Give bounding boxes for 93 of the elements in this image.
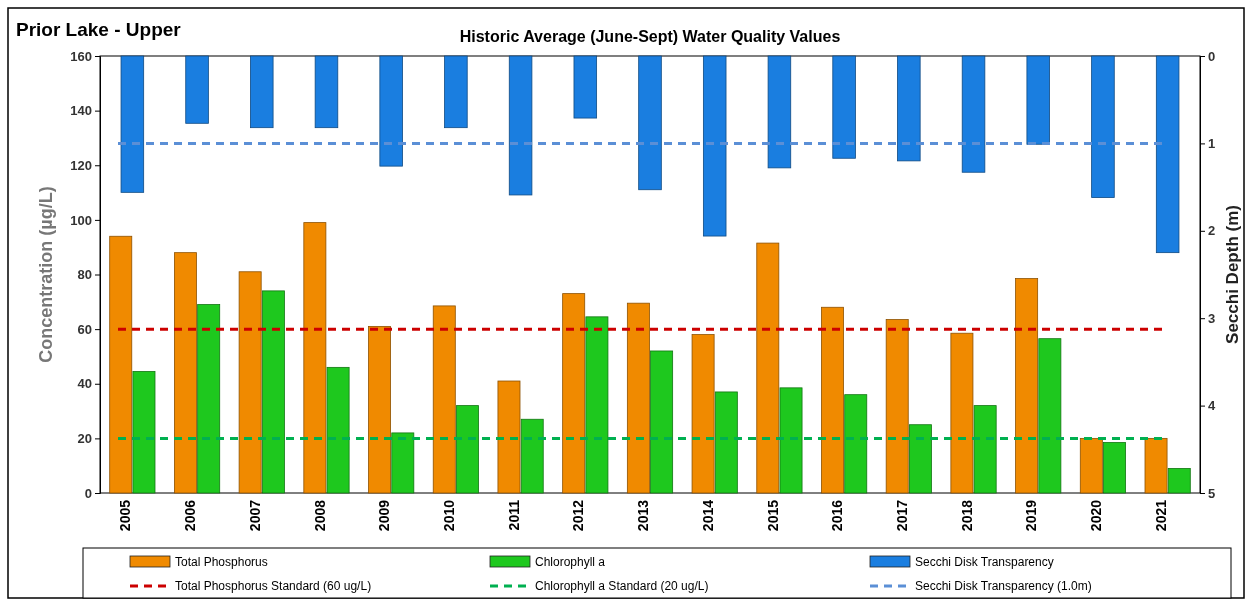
x-tick-label: 2010 — [440, 499, 457, 532]
bar — [1167, 468, 1191, 494]
bar — [950, 332, 974, 494]
x-tick-label: 2016 — [829, 499, 846, 532]
bar — [1155, 55, 1180, 254]
bar — [174, 252, 197, 494]
y-tick-label: 80 — [77, 267, 92, 283]
bar — [756, 242, 780, 494]
bar — [132, 371, 156, 494]
x-tick-label: 2006 — [182, 499, 199, 532]
bar — [1103, 442, 1126, 494]
bar — [1144, 437, 1168, 494]
bar — [508, 55, 533, 196]
bar — [638, 55, 662, 191]
bar — [909, 424, 932, 494]
bar — [702, 55, 727, 237]
x-tick-label: 2011 — [505, 499, 522, 531]
bar — [973, 405, 997, 494]
y-tick-label: 140 — [70, 103, 92, 119]
bar — [326, 366, 350, 494]
bar — [767, 55, 792, 169]
legend-label: Chlorophyll a Standard (20 ug/L) — [535, 579, 709, 593]
x-tick-label: 2020 — [1088, 499, 1105, 532]
bar — [1079, 437, 1103, 494]
legend-label: Total Phosphorus Standard (60 ug/L) — [175, 579, 372, 593]
bar — [197, 304, 221, 494]
bar — [379, 55, 403, 167]
x-tick-label: 2007 — [246, 499, 263, 532]
bar — [1015, 278, 1039, 494]
y2-axis-title: Secchi Depth (m) — [1223, 205, 1242, 344]
bar — [714, 391, 738, 494]
x-tick-label: 2013 — [635, 499, 652, 532]
y-tick-label: 160 — [70, 48, 92, 64]
x-tick-label: 2015 — [764, 499, 781, 532]
y2-tick-label: 0 — [1208, 48, 1216, 64]
bar — [250, 55, 274, 129]
bar — [109, 235, 133, 494]
x-tick-label: 2012 — [570, 499, 587, 532]
x-tick-label: 2019 — [1023, 499, 1040, 532]
bar — [832, 55, 856, 159]
bar — [573, 55, 598, 119]
bar — [897, 55, 921, 162]
bar — [821, 306, 844, 494]
bar — [844, 394, 868, 494]
bar — [120, 55, 145, 193]
y2-tick-label: 2 — [1208, 223, 1216, 239]
x-tick-label: 2017 — [893, 499, 910, 532]
bar — [497, 380, 521, 494]
chart-title: Prior Lake - Upper — [16, 19, 182, 40]
y-tick-label: 60 — [77, 321, 92, 337]
bar — [444, 55, 468, 129]
bar — [185, 55, 209, 124]
legend-label: Chlorophyll a — [535, 555, 606, 569]
legend-label: Secchi Disk Transparency — [915, 555, 1054, 569]
y2-tick-label: 3 — [1208, 310, 1216, 326]
bar — [1026, 55, 1050, 145]
x-tick-label: 2014 — [699, 499, 716, 532]
bar — [1091, 55, 1115, 198]
y-tick-label: 0 — [84, 485, 92, 501]
y2-tick-label: 5 — [1208, 485, 1216, 501]
y-axis-title: Concentration (µg/L) — [36, 186, 56, 363]
bar — [432, 305, 456, 494]
bar — [691, 334, 715, 494]
x-tick-label: 2021 — [1152, 499, 1169, 532]
bar — [391, 432, 415, 494]
bar — [885, 319, 909, 494]
x-tick-label: 2008 — [311, 499, 328, 532]
bar — [961, 55, 986, 173]
legend-label: Secchi Disk Transparency (1.0m) — [915, 579, 1092, 593]
y-tick-label: 120 — [70, 157, 92, 173]
x-tick-label: 2018 — [958, 499, 975, 532]
y-tick-label: 20 — [77, 431, 92, 447]
bar — [585, 316, 609, 494]
bar — [1038, 338, 1062, 494]
bar — [650, 350, 674, 494]
x-tick-label: 2009 — [376, 499, 393, 532]
bar — [520, 418, 544, 494]
bar — [779, 387, 803, 494]
bar — [314, 55, 339, 129]
y-tick-label: 100 — [70, 212, 92, 228]
bar — [456, 405, 479, 494]
bar — [626, 302, 650, 494]
chart-subtitle: Historic Average (June-Sept) Water Quality Values — [459, 28, 841, 45]
x-tick-label: 2005 — [117, 499, 134, 532]
y-tick-label: 40 — [77, 376, 92, 392]
legend-label: Total Phosphorus — [175, 555, 268, 569]
y2-tick-label: 1 — [1208, 136, 1216, 152]
bar — [562, 293, 586, 494]
bar — [368, 325, 391, 494]
bar — [238, 271, 262, 494]
bar — [261, 290, 285, 494]
bar — [303, 222, 327, 494]
y2-tick-label: 4 — [1208, 398, 1216, 414]
